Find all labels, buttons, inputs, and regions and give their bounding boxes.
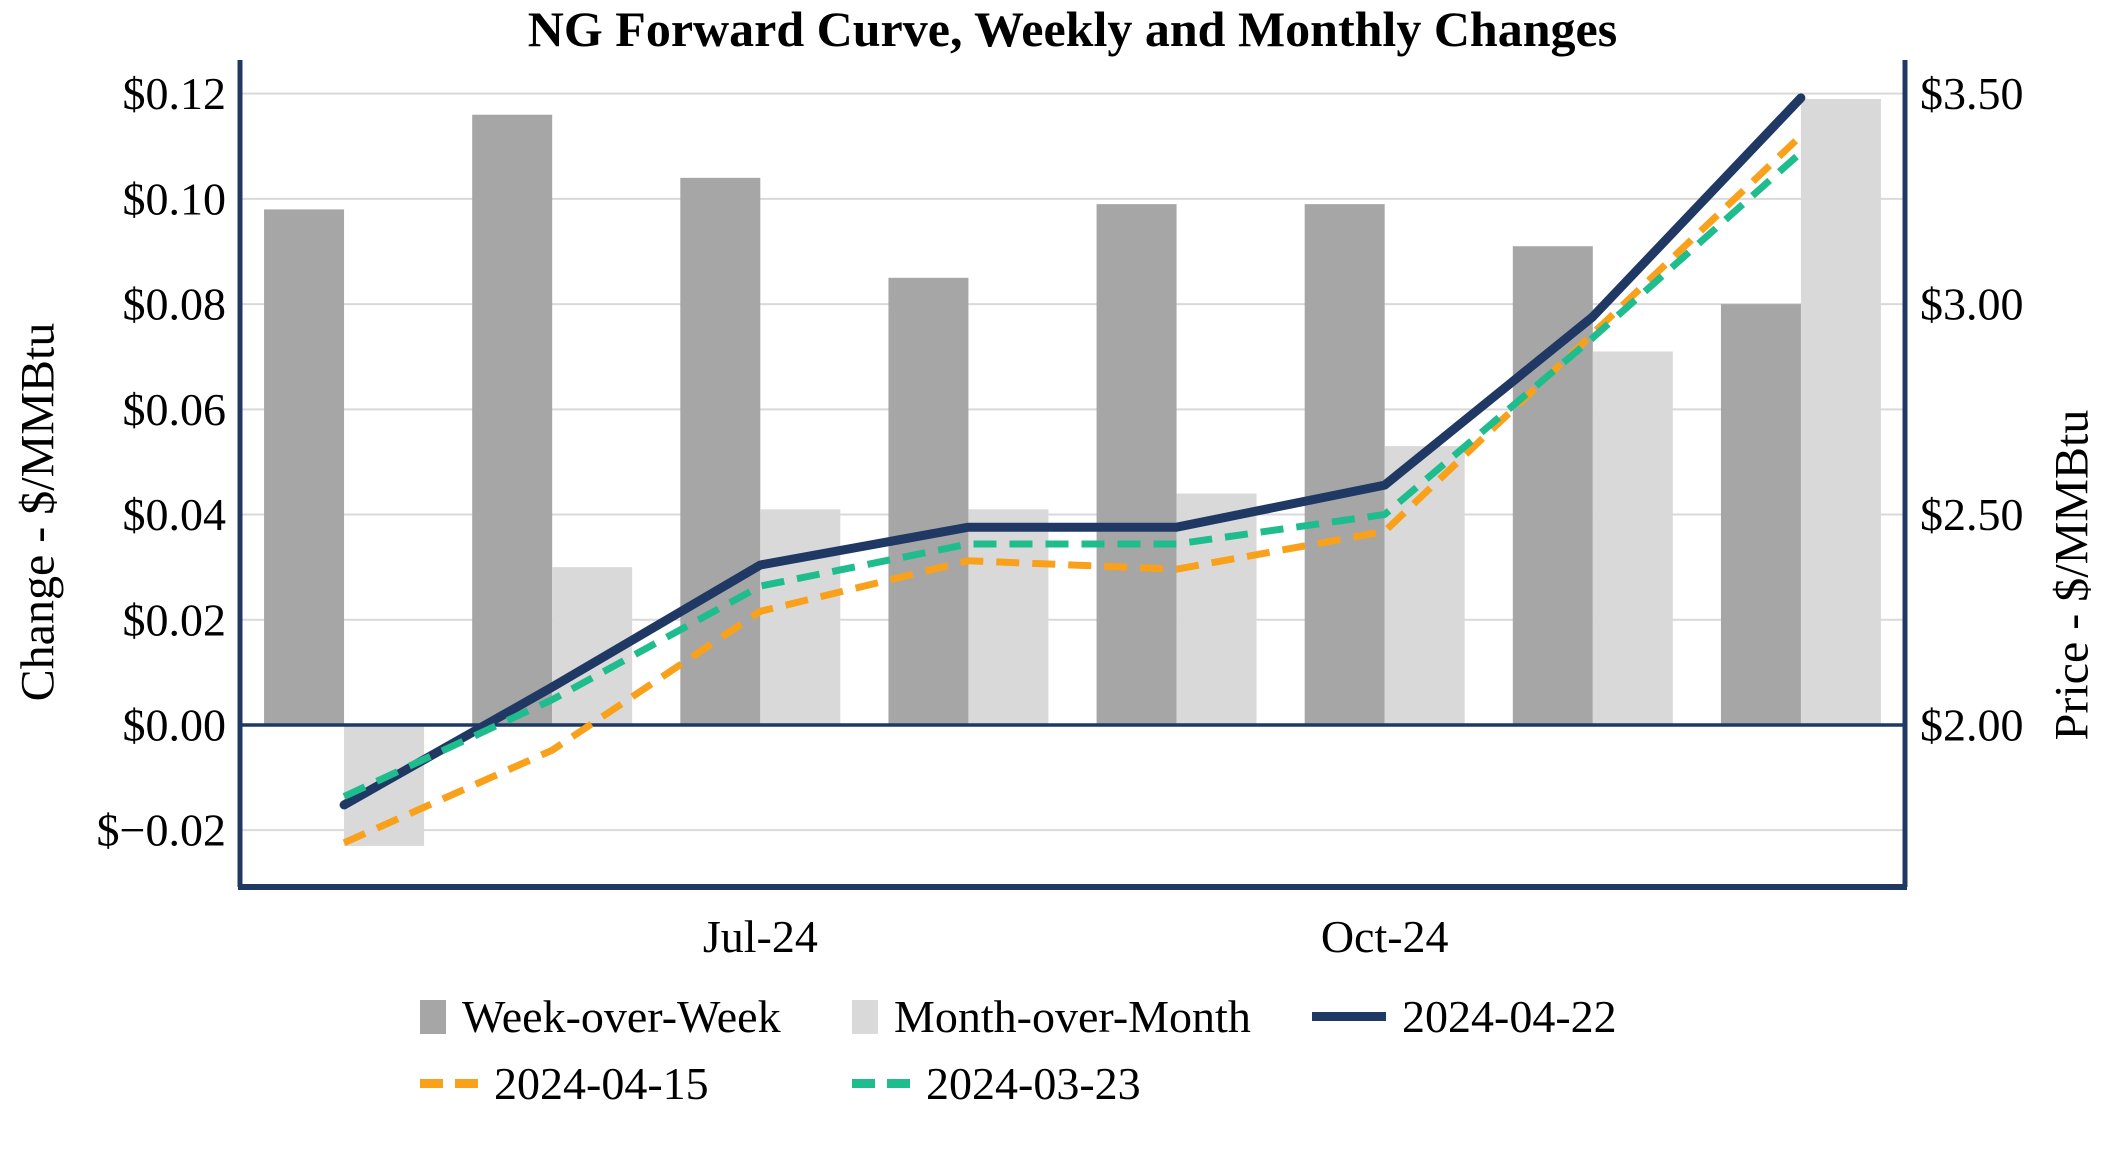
left-axis-tick-label: $0.08 xyxy=(123,279,227,330)
right-axis-tick-label: $2.50 xyxy=(1920,489,2024,540)
bar-month-over-month xyxy=(1592,351,1673,725)
bar-week-over-week xyxy=(680,177,761,725)
left-axis-tick-label: $0.00 xyxy=(123,699,227,750)
legend-row: Week-over-Week Month-over-Month 2024-04-22 xyxy=(420,990,1617,1043)
right-axis-tick-label: $3.50 xyxy=(1920,68,2024,119)
bar-week-over-week xyxy=(472,114,553,725)
x-axis-tick-label: Jul-24 xyxy=(703,911,818,962)
legend: Week-over-Week Month-over-Month 2024-04-22… xyxy=(420,990,1617,1110)
left-axis-tick-label: $0.06 xyxy=(123,384,227,435)
legend-dashed-line-swatch-icon xyxy=(420,1079,478,1088)
x-axis-tick-label: Oct-24 xyxy=(1321,911,1449,962)
bar-month-over-month xyxy=(1800,98,1881,725)
line-2024-04-15 xyxy=(342,133,1804,846)
left-axis-tick-label: $0.04 xyxy=(123,489,227,540)
bar-week-over-week xyxy=(1304,204,1385,725)
legend-solid-line-swatch-icon xyxy=(1312,1012,1386,1021)
line-2024-03-23 xyxy=(342,149,1804,800)
legend-item-2024-03-23: 2024-03-23 xyxy=(852,1057,1312,1110)
right-axis-tick-label: $2.00 xyxy=(1920,699,2024,750)
chart-title: NG Forward Curve, Weekly and Monthly Cha… xyxy=(527,1,1618,57)
legend-label: Month-over-Month xyxy=(894,991,1251,1042)
legend-item-Month-over-Month: Month-over-Month xyxy=(852,990,1312,1043)
bar-week-over-week xyxy=(1096,204,1177,725)
legend-item-2024-04-15: 2024-04-15 xyxy=(420,1057,852,1110)
legend-row: 2024-04-15 2024-03-23 xyxy=(420,1057,1617,1110)
left-axis-tick-label: $0.02 xyxy=(123,594,227,645)
legend-dashed-line-swatch-icon xyxy=(852,1079,910,1088)
legend-item-Week-over-Week: Week-over-Week xyxy=(420,990,852,1043)
bar-month-over-month xyxy=(760,509,841,725)
bar-week-over-week xyxy=(1512,246,1593,725)
bar-week-over-week xyxy=(1720,304,1801,725)
left-axis-tick-label: $0.12 xyxy=(123,68,227,119)
legend-label: 2024-04-15 xyxy=(494,1058,709,1109)
legend-item-2024-04-22: 2024-04-22 xyxy=(1312,990,1617,1043)
legend-label: 2024-03-23 xyxy=(926,1058,1141,1109)
legend-label: Week-over-Week xyxy=(462,991,781,1042)
left-axis-tick-label: $0.10 xyxy=(123,173,227,224)
legend-bar-swatch-icon xyxy=(852,999,878,1034)
left-axis-tick-label: $−0.02 xyxy=(97,805,226,856)
bar-month-over-month xyxy=(1384,446,1465,725)
legend-label: 2024-04-22 xyxy=(1402,991,1617,1042)
legend-bar-swatch-icon xyxy=(420,999,446,1034)
line-2024-04-22 xyxy=(339,93,1806,810)
bar-week-over-week xyxy=(888,277,969,725)
right-axis-tick-label: $3.00 xyxy=(1920,279,2024,330)
bar-week-over-week xyxy=(264,209,345,725)
